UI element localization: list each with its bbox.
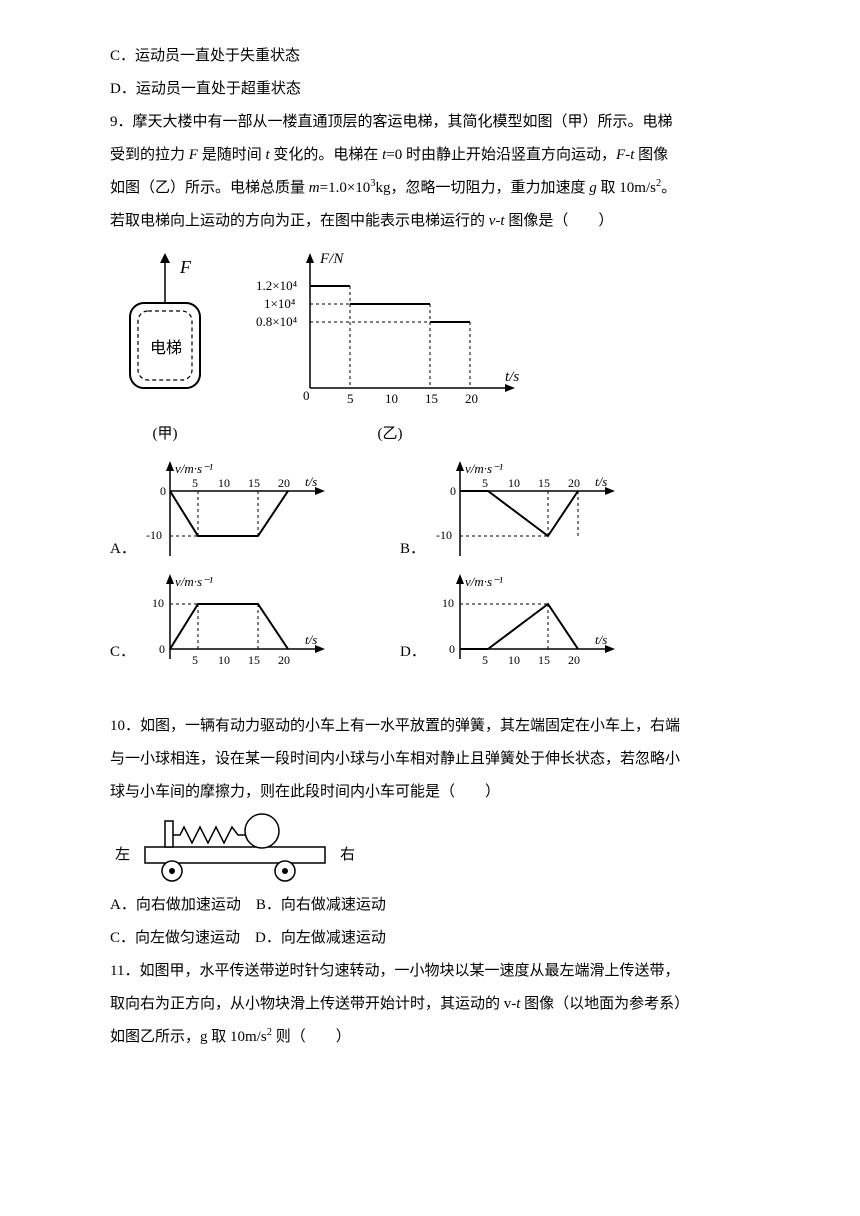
vt-graph-a: v/m·s⁻¹ t/s 0 -10 5 10 15 20 (140, 461, 330, 566)
svg-text:-10: -10 (146, 528, 162, 542)
elevator-diagram: F 电梯 (110, 248, 220, 418)
svg-text:t/s: t/s (305, 474, 317, 489)
caption-jia: (甲) (110, 418, 220, 451)
svg-text:20: 20 (568, 476, 580, 490)
svg-text:t/s: t/s (305, 632, 317, 647)
svg-text:0: 0 (160, 484, 166, 498)
q9-option-d-label: D． (400, 636, 430, 669)
svg-text:10: 10 (385, 391, 398, 406)
q8-option-c: C．运动员一直处于失重状态 (110, 40, 780, 73)
q11-stem-line3: 如图乙所示，g 取 10m/s2 则（ ） (110, 1021, 780, 1054)
q9-stem-line1: 9．摩天大楼中有一部从一楼直通顶层的客运电梯，其简化模型如图（甲）所示。电梯 (110, 106, 780, 139)
svg-text:20: 20 (465, 391, 478, 406)
svg-text:t/s: t/s (595, 474, 607, 489)
svg-text:5: 5 (482, 653, 488, 667)
q11-stem-line1: 11．如图甲，水平传送带逆时针匀速转动，一小物块以某一速度从最左端滑上传送带， (110, 955, 780, 988)
q10-stem-line3: 球与小车间的摩擦力，则在此段时间内小车可能是（ ） (110, 776, 780, 809)
svg-text:1×10⁴: 1×10⁴ (264, 296, 296, 311)
svg-text:v/m·s⁻¹: v/m·s⁻¹ (175, 574, 213, 589)
force-label: F (179, 257, 192, 277)
svg-text:0.8×10⁴: 0.8×10⁴ (256, 314, 298, 329)
svg-text:-10: -10 (436, 528, 452, 542)
q9-option-b-label: B． (400, 533, 430, 566)
svg-text:0: 0 (159, 642, 165, 656)
vt-graph-b: v/m·s⁻¹ t/s 0 -10 5 10 15 20 (430, 461, 620, 566)
q9-options-row1: A． v/m·s⁻¹ t/s 0 -10 5 10 15 20 B． (110, 461, 780, 566)
svg-text:v/m·s⁻¹: v/m·s⁻¹ (465, 461, 503, 476)
q10-stem-line2: 与一小球相连，设在某一段时间内小球与小车相对静止且弹簧处于伸长状态，若忽略小 (110, 743, 780, 776)
svg-text:5: 5 (482, 476, 488, 490)
q9-figures: F 电梯 (甲) F/N t/s 0 1.2×10⁴ 1×10⁴ 0.8×10⁴… (110, 248, 780, 451)
q10-options-ab: A．向右做加速运动 B．向右做减速运动 (110, 889, 780, 922)
q11-stem-line2: 取向右为正方向，从小物块滑上传送带开始计时，其运动的 v-t 图像（以地面为参考… (110, 988, 780, 1021)
svg-text:10: 10 (442, 596, 454, 610)
q9-stem-line3: 如图（乙）所示。电梯总质量 m=1.0×103kg，忽略一切阻力，重力加速度 g… (110, 172, 780, 205)
svg-text:0: 0 (449, 642, 455, 656)
caption-yi: (乙) (250, 418, 530, 451)
cart-spring-diagram: 左 右 (110, 809, 370, 889)
svg-text:F/N: F/N (319, 251, 344, 267)
svg-text:15: 15 (248, 476, 260, 490)
vt-graph-d: v/m·s⁻¹ t/s 10 0 5 10 15 20 (430, 574, 620, 669)
svg-text:20: 20 (278, 476, 290, 490)
svg-text:10: 10 (218, 476, 230, 490)
q9-stem-line4: 若取电梯向上运动的方向为正，在图中能表示电梯运行的 v-t 图像是（ ） (110, 205, 780, 238)
elevator-text: 电梯 (150, 339, 182, 357)
svg-text:15: 15 (538, 653, 550, 667)
svg-text:v/m·s⁻¹: v/m·s⁻¹ (175, 461, 213, 476)
q9-stem-line2: 受到的拉力 F 是随时间 t 变化的。电梯在 t=0 时由静止开始沿竖直方向运动… (110, 139, 780, 172)
svg-text:t/s: t/s (505, 369, 519, 385)
svg-text:t/s: t/s (595, 632, 607, 647)
svg-text:10: 10 (508, 653, 520, 667)
svg-text:1.2×10⁴: 1.2×10⁴ (256, 278, 298, 293)
q9-figure-yi: F/N t/s 0 1.2×10⁴ 1×10⁴ 0.8×10⁴ 5 10 15 … (250, 248, 530, 451)
q10-figure: 左 右 (110, 809, 780, 889)
svg-text:0: 0 (303, 388, 310, 403)
q9-option-a-label: A． (110, 533, 140, 566)
svg-text:10: 10 (152, 596, 164, 610)
q9-figure-jia: F 电梯 (甲) (110, 248, 220, 451)
svg-text:v/m·s⁻¹: v/m·s⁻¹ (465, 574, 503, 589)
svg-text:右: 右 (340, 846, 355, 863)
svg-text:5: 5 (347, 391, 354, 406)
svg-text:15: 15 (248, 653, 260, 667)
svg-text:15: 15 (425, 391, 438, 406)
ft-chart: F/N t/s 0 1.2×10⁴ 1×10⁴ 0.8×10⁴ 5 10 15 … (250, 248, 530, 418)
svg-text:左: 左 (115, 846, 130, 863)
svg-text:10: 10 (508, 476, 520, 490)
svg-text:5: 5 (192, 653, 198, 667)
svg-text:10: 10 (218, 653, 230, 667)
svg-text:20: 20 (568, 653, 580, 667)
vt-graph-c: v/m·s⁻¹ t/s 10 0 5 10 15 20 (140, 574, 330, 669)
svg-text:20: 20 (278, 653, 290, 667)
q8-option-d: D．运动员一直处于超重状态 (110, 73, 780, 106)
q10-options-cd: C．向左做匀速运动 D．向左做减速运动 (110, 922, 780, 955)
q9-option-c-label: C． (110, 636, 140, 669)
q9-options-row2: C． v/m·s⁻¹ t/s 10 0 5 10 15 20 D． (110, 574, 780, 669)
svg-text:15: 15 (538, 476, 550, 490)
q10-stem-line1: 10．如图，一辆有动力驱动的小车上有一水平放置的弹簧，其左端固定在小车上，右端 (110, 710, 780, 743)
svg-text:0: 0 (450, 484, 456, 498)
svg-text:5: 5 (192, 476, 198, 490)
